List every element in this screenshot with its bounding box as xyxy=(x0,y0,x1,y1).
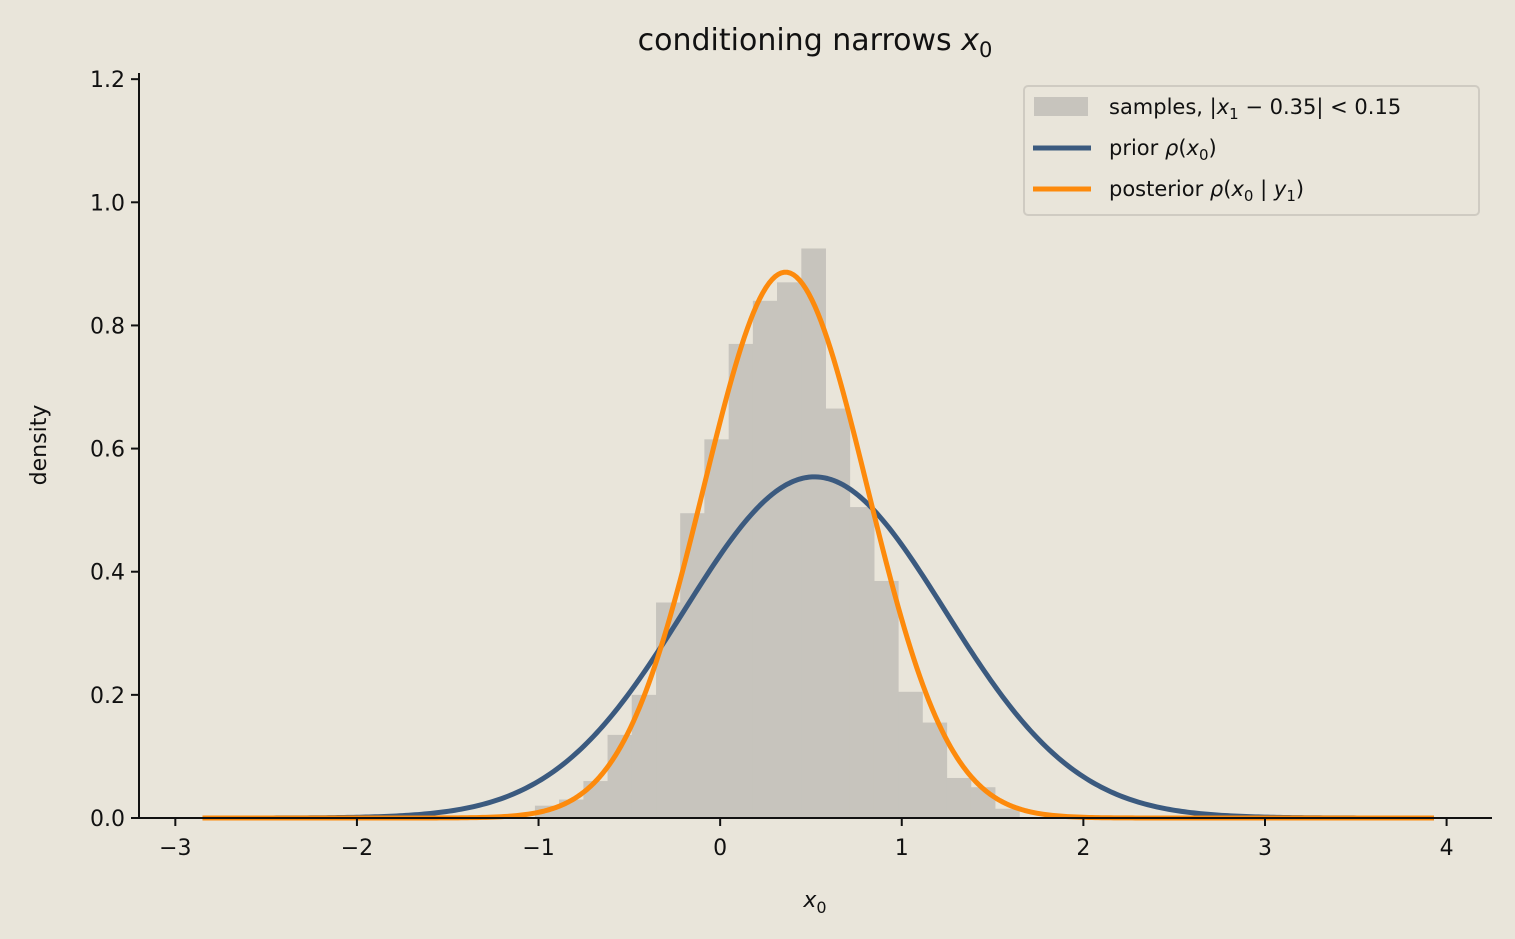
y-ticks: 0.0 0.2 0.4 0.6 0.8 1.0 1.2 xyxy=(90,68,139,832)
histogram-bar xyxy=(873,580,899,818)
x-ticks: −3 −2 −1 0 1 2 3 4 xyxy=(159,818,1454,861)
y-tick-label: 0.2 xyxy=(90,684,125,709)
y-axis-label: density xyxy=(27,405,52,486)
legend-histogram-label: samples, |x1 − 0.35| < 0.15 xyxy=(1109,95,1401,123)
x-tick-label: −3 xyxy=(159,836,191,861)
legend-prior-label: prior ρ(x0) xyxy=(1109,136,1217,164)
x-tick-label: −1 xyxy=(522,836,554,861)
histogram-bar xyxy=(849,507,875,818)
histogram-bar xyxy=(752,300,778,818)
y-tick-label: 0.8 xyxy=(90,314,125,339)
x-axis-label: x0 xyxy=(802,888,826,917)
y-tick-label: 0.0 xyxy=(90,807,125,832)
y-tick-label: 0.6 xyxy=(90,438,125,463)
x-tick-label: 1 xyxy=(895,836,909,861)
histogram-bar xyxy=(801,248,826,818)
histogram-bar xyxy=(994,808,1020,818)
legend-frame xyxy=(1023,85,1480,216)
histogram-bar xyxy=(825,408,851,818)
histogram-bar xyxy=(704,439,730,818)
y-tick-label: 1.0 xyxy=(90,191,125,216)
histogram-bar xyxy=(776,282,802,818)
x-tick-label: 3 xyxy=(1258,836,1272,861)
histogram xyxy=(534,248,1020,818)
chart-title: conditioning narrows x0 xyxy=(638,23,993,62)
x-tick-label: −2 xyxy=(341,836,373,861)
axes: −3 −2 −1 0 1 2 3 4 0.0 0.2 0.4 0.6 0.8 1.0 1.2 xyxy=(90,68,1492,861)
histogram-bar xyxy=(922,722,948,818)
histogram-bar xyxy=(728,343,754,818)
legend-histogram-swatch xyxy=(1034,97,1088,116)
x-tick-label: 4 xyxy=(1440,836,1454,861)
legend: samples, |x1 − 0.35| < 0.15 prior ρ(x0) … xyxy=(1023,85,1480,216)
histogram-bar xyxy=(946,777,972,818)
y-tick-label: 1.2 xyxy=(90,68,125,93)
histogram-bar xyxy=(898,691,923,818)
x-tick-label: 2 xyxy=(1076,836,1090,861)
x-tick-label: 0 xyxy=(713,836,727,861)
y-tick-label: 0.4 xyxy=(90,561,125,586)
legend-posterior-label: posterior ρ(x0 | y1) xyxy=(1109,177,1304,205)
